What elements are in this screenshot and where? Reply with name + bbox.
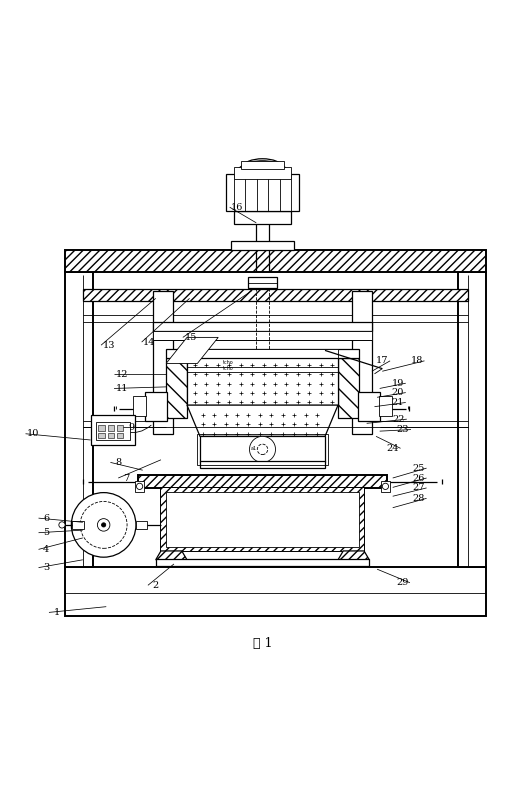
- Bar: [200, 436, 325, 462]
- Bar: [234, 167, 291, 179]
- Bar: [166, 492, 359, 547]
- Text: 29: 29: [396, 578, 408, 587]
- Text: tcho: tcho: [223, 361, 234, 365]
- Circle shape: [249, 436, 276, 462]
- Bar: [197, 434, 328, 465]
- Text: 8: 8: [115, 458, 121, 467]
- Bar: [98, 425, 104, 431]
- Circle shape: [101, 522, 106, 527]
- Polygon shape: [256, 371, 269, 384]
- Bar: [96, 422, 130, 440]
- Circle shape: [80, 502, 127, 548]
- Bar: [153, 291, 173, 434]
- Text: 图 1: 图 1: [253, 637, 272, 650]
- Bar: [381, 481, 390, 492]
- Text: 23: 23: [397, 425, 410, 434]
- Text: 26: 26: [413, 473, 425, 482]
- Bar: [65, 567, 487, 616]
- Bar: [161, 489, 364, 551]
- Text: 20: 20: [392, 388, 404, 397]
- Text: 28: 28: [413, 493, 425, 503]
- Bar: [65, 272, 93, 567]
- Text: 11: 11: [116, 384, 128, 393]
- Text: 10: 10: [27, 429, 39, 438]
- Bar: [153, 331, 372, 340]
- Text: 9: 9: [128, 423, 134, 432]
- Text: 7: 7: [123, 473, 129, 482]
- Bar: [72, 521, 84, 529]
- Bar: [138, 476, 387, 489]
- Text: 3: 3: [43, 564, 49, 572]
- Text: 14: 14: [143, 337, 156, 347]
- Text: 6: 6: [43, 514, 49, 522]
- Bar: [166, 349, 359, 358]
- Text: 2: 2: [153, 581, 159, 590]
- Bar: [153, 322, 372, 331]
- Text: 17: 17: [376, 357, 388, 365]
- Bar: [117, 425, 123, 431]
- Bar: [161, 489, 364, 551]
- Bar: [65, 250, 487, 272]
- Bar: [83, 290, 468, 301]
- Circle shape: [382, 483, 388, 489]
- Polygon shape: [156, 551, 187, 559]
- Bar: [166, 358, 187, 418]
- Bar: [187, 349, 338, 358]
- Text: 22: 22: [393, 415, 405, 423]
- Bar: [352, 291, 372, 434]
- Bar: [98, 433, 104, 438]
- Bar: [241, 161, 284, 169]
- Bar: [83, 253, 468, 271]
- Text: 27: 27: [413, 484, 425, 493]
- Bar: [226, 174, 299, 212]
- Bar: [358, 392, 380, 421]
- Text: 1: 1: [54, 608, 60, 617]
- Bar: [187, 358, 338, 405]
- Bar: [108, 425, 114, 431]
- Circle shape: [257, 444, 268, 455]
- Bar: [338, 358, 359, 418]
- Text: 16: 16: [232, 203, 244, 212]
- Bar: [117, 433, 123, 438]
- Text: a1: a1: [251, 447, 257, 452]
- Text: 12: 12: [116, 369, 128, 379]
- Circle shape: [98, 518, 110, 531]
- Text: tcho: tcho: [223, 366, 234, 371]
- Polygon shape: [187, 405, 338, 436]
- Polygon shape: [338, 551, 369, 559]
- Text: 25: 25: [413, 464, 425, 473]
- Bar: [136, 521, 148, 529]
- Text: 19: 19: [392, 378, 404, 388]
- Text: 18: 18: [411, 357, 423, 365]
- Bar: [133, 396, 146, 416]
- Polygon shape: [166, 337, 218, 363]
- Bar: [248, 278, 277, 288]
- Text: 21: 21: [392, 398, 404, 407]
- Text: 5: 5: [43, 528, 49, 537]
- Text: 13: 13: [102, 341, 115, 349]
- Bar: [91, 415, 135, 445]
- Text: 4: 4: [43, 545, 49, 554]
- Bar: [200, 461, 325, 468]
- Bar: [108, 433, 114, 438]
- Bar: [234, 212, 291, 225]
- Text: 24: 24: [386, 444, 399, 453]
- Bar: [145, 392, 167, 421]
- Circle shape: [71, 493, 136, 557]
- Bar: [156, 559, 369, 566]
- Bar: [379, 396, 392, 416]
- Text: 15: 15: [184, 333, 197, 342]
- Bar: [231, 241, 294, 250]
- Bar: [135, 481, 144, 492]
- Circle shape: [59, 522, 65, 528]
- FancyArrowPatch shape: [124, 425, 151, 433]
- Bar: [458, 272, 487, 567]
- Circle shape: [136, 483, 143, 489]
